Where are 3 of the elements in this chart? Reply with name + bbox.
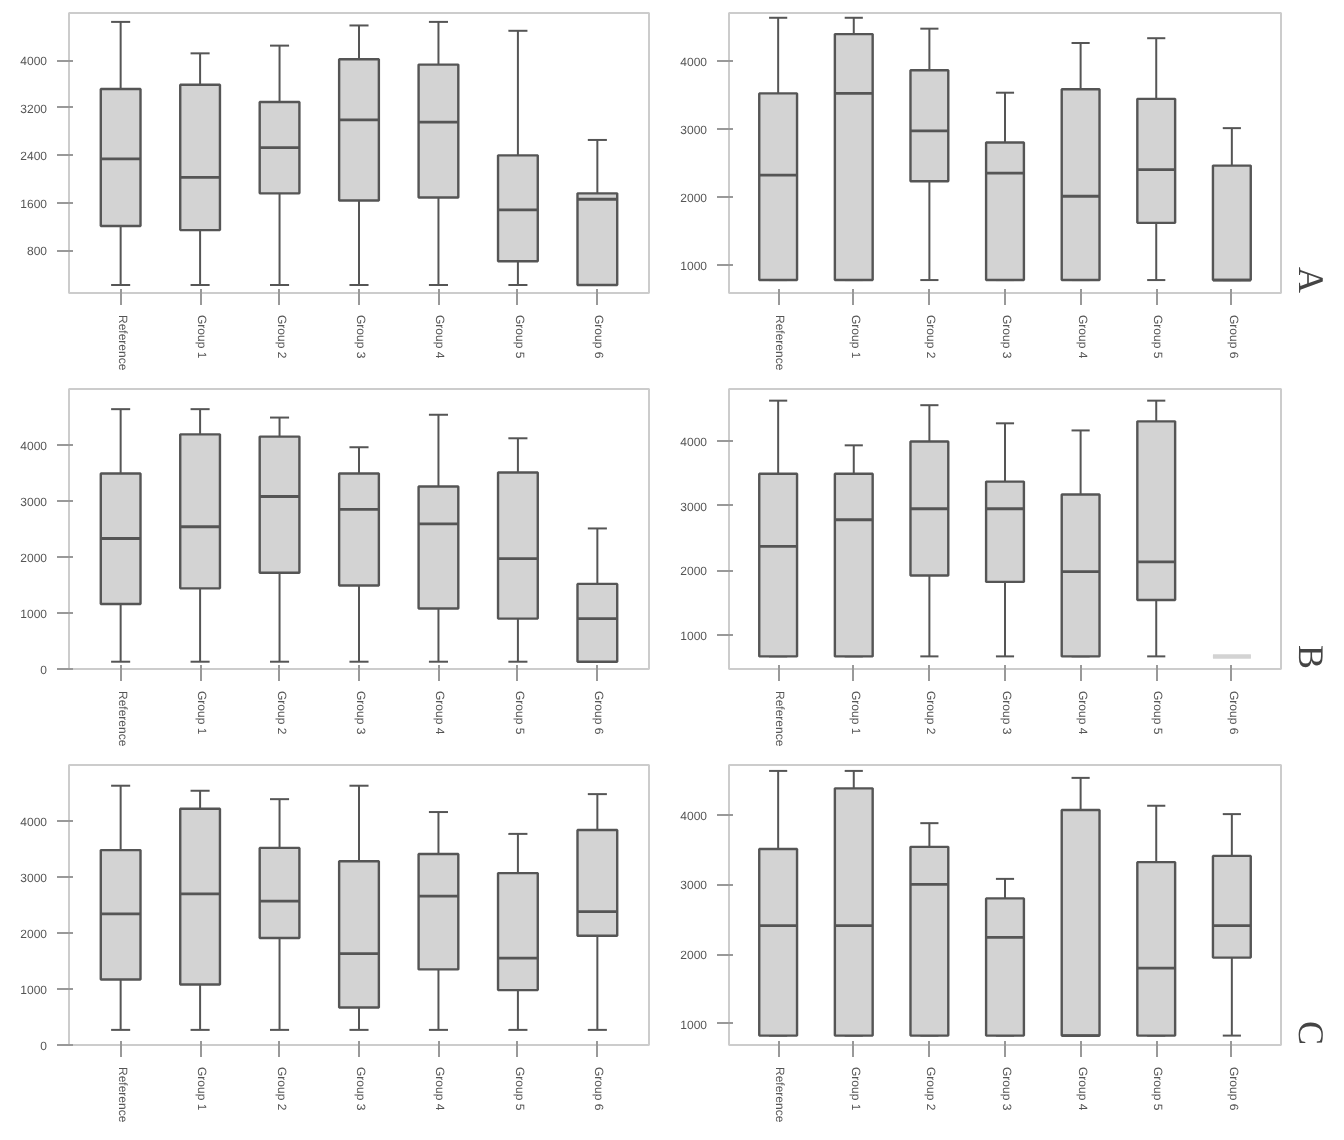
text: C — [1291, 1020, 1331, 1046]
text: B — [1291, 644, 1331, 670]
text: A — [1291, 267, 1331, 293]
